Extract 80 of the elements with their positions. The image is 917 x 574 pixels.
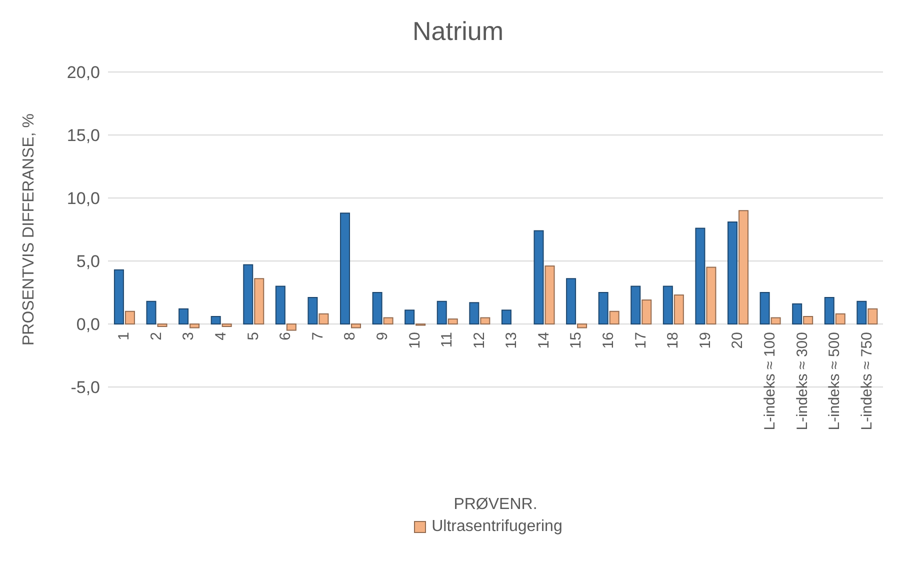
bar	[770, 317, 781, 324]
x-tick-label: 11	[438, 332, 456, 348]
x-tick-label: 13	[503, 332, 520, 349]
x-tick-label: 6	[277, 332, 294, 340]
x-tick-label: 3	[180, 332, 198, 340]
bar	[210, 316, 221, 324]
bar	[318, 313, 329, 324]
x-tick-label: 17	[632, 332, 650, 349]
bar	[480, 317, 490, 324]
x-tick-label: L-indeks ≈ 750	[858, 332, 876, 430]
bar	[760, 292, 770, 324]
bar	[630, 286, 641, 324]
x-tick-label: 9	[374, 332, 391, 340]
bar	[286, 324, 296, 331]
y-tick-label: -5,0	[70, 378, 100, 398]
bar	[308, 297, 318, 324]
bar	[803, 316, 814, 324]
x-tick-label: 10	[406, 332, 424, 349]
x-tick-label: L-indeks ≈ 100	[761, 332, 778, 430]
y-axis-title: PROSENTVIS DIFFERANSE, %	[20, 113, 38, 346]
x-tick-label: 20	[729, 332, 746, 349]
bar	[868, 308, 878, 324]
bar	[157, 324, 168, 328]
x-tick-label: 12	[470, 332, 488, 349]
x-tick-label: 2	[148, 332, 165, 340]
bar	[124, 310, 135, 324]
bar	[383, 317, 394, 324]
bar	[544, 266, 555, 324]
chart-title: Natrium	[411, 15, 504, 48]
x-tick-label: 19	[696, 332, 714, 349]
bar	[114, 269, 124, 324]
bar	[577, 324, 588, 328]
bar	[275, 286, 286, 324]
bar	[404, 310, 415, 324]
bar	[340, 212, 350, 324]
bar	[609, 310, 620, 324]
x-tick-label: 5	[244, 332, 262, 340]
bar	[372, 292, 382, 324]
y-tick-label: 15,0	[66, 126, 100, 146]
bar	[351, 324, 361, 328]
x-tick-label: 14	[535, 332, 552, 349]
bar	[254, 278, 264, 324]
x-tick-label: 7	[309, 332, 326, 340]
bar	[243, 264, 254, 324]
bar	[856, 300, 867, 324]
x-tick-label: 4	[212, 332, 230, 340]
x-tick-label: L-indeks ≈ 500	[826, 332, 844, 430]
bar	[792, 303, 802, 324]
x-tick-label: 15	[568, 332, 585, 349]
bar	[598, 292, 608, 324]
x-tick-label: 8	[342, 332, 359, 340]
bar	[222, 324, 232, 328]
y-tick-label: 20,0	[66, 63, 100, 82]
y-tick-label: 5,0	[76, 252, 100, 272]
y-tick-label: 10,0	[66, 189, 100, 208]
x-tick-label: L-indeks ≈ 300	[794, 332, 811, 430]
bar	[501, 310, 512, 324]
bar	[566, 278, 576, 324]
x-axis-title: PRØVENR.	[454, 496, 538, 513]
bar	[706, 266, 716, 324]
bar	[448, 318, 458, 324]
bar	[674, 294, 684, 324]
legend-label: Ultrasentrifugering	[430, 518, 562, 536]
bar	[436, 300, 447, 324]
y-tick-label: 0,0	[76, 315, 100, 334]
bar	[534, 230, 544, 324]
bar	[469, 302, 480, 324]
x-tick-label: 1	[116, 332, 133, 340]
x-tick-label: 16	[600, 332, 618, 349]
bar	[835, 313, 846, 324]
bar	[178, 308, 189, 324]
bar	[738, 210, 748, 324]
bar	[642, 300, 652, 324]
bar	[824, 297, 834, 324]
x-tick-label: 18	[664, 332, 682, 349]
bar	[146, 300, 156, 324]
bar	[695, 228, 706, 324]
bar	[662, 286, 673, 324]
bar	[728, 221, 738, 324]
bar	[190, 324, 200, 328]
